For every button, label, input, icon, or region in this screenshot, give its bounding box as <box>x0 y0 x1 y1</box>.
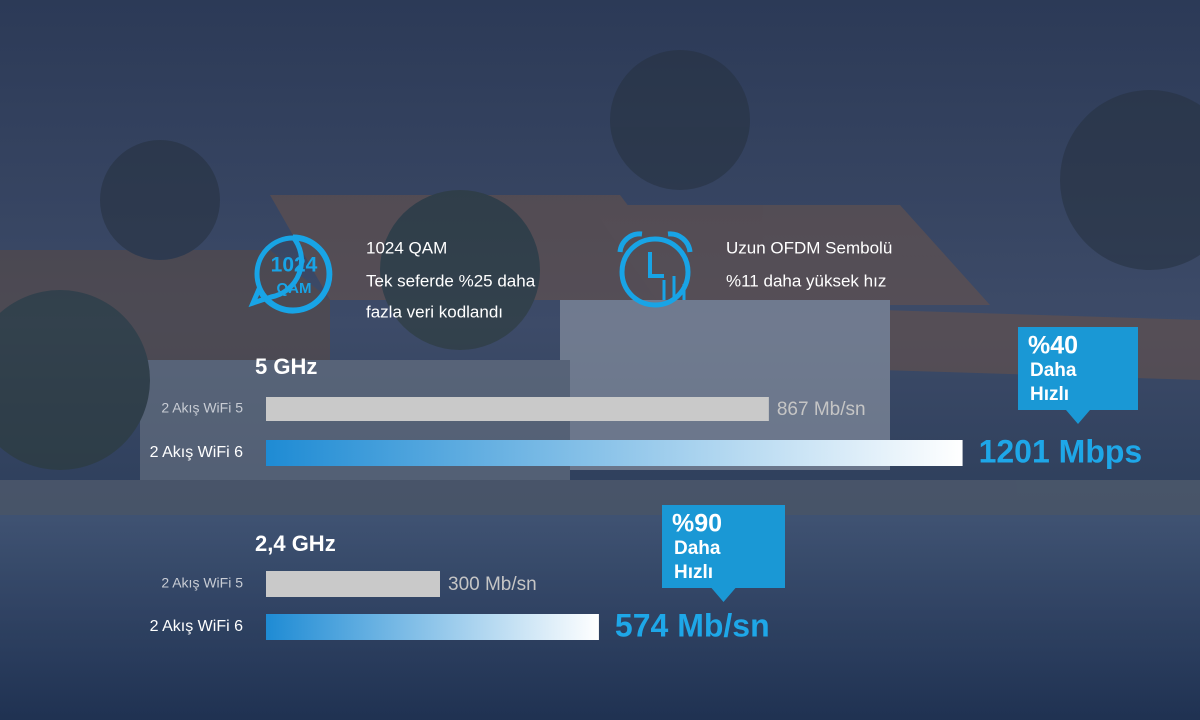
row-label: 2 Akış WiFi 5 <box>161 575 243 591</box>
group-title: 2,4 GHz <box>255 531 336 556</box>
callout-text: Daha <box>1030 360 1077 381</box>
feature-line: fazla veri kodlandı <box>366 302 503 321</box>
group-title: 5 GHz <box>255 354 317 379</box>
icon-text: 1024 <box>271 254 318 277</box>
callout-text: Hızlı <box>674 562 713 583</box>
charts: 5 GHz 2 Akış WiFi 5 867 Mb/sn 2 Akış WiFi 6… <box>150 327 1143 643</box>
feature-line: %11 daha yüksek hız <box>726 271 886 290</box>
feature-title: 1024 QAM <box>366 238 447 257</box>
value-label: 300 Mb/sn <box>448 574 537 595</box>
callout-text: %40 <box>1028 332 1078 360</box>
bar <box>266 440 963 466</box>
feature-title: Uzun OFDM Sembolü <box>726 238 892 257</box>
value-label: 574 Mb/sn <box>615 607 770 643</box>
callout-text: Hızlı <box>1030 384 1069 405</box>
bar <box>266 571 440 597</box>
value-label: 867 Mb/sn <box>777 399 866 420</box>
feature-line: Tek seferde %25 daha <box>366 271 536 290</box>
callout-text: %90 <box>672 510 722 538</box>
callout-bubble <box>1018 327 1138 424</box>
qam-icon: 1024 QAM <box>248 234 333 314</box>
bar <box>266 397 769 421</box>
row-label: 2 Akış WiFi 6 <box>150 618 243 635</box>
value-label: 1201 Mbps <box>979 433 1143 469</box>
bar <box>266 614 599 640</box>
row-label: 2 Akış WiFi 5 <box>161 400 243 416</box>
row-label: 2 Akış WiFi 6 <box>150 444 243 461</box>
callout-bubble <box>662 505 785 602</box>
icon-text: QAM <box>277 280 312 297</box>
clock-icon <box>617 231 693 308</box>
callout-text: Daha <box>674 538 721 559</box>
